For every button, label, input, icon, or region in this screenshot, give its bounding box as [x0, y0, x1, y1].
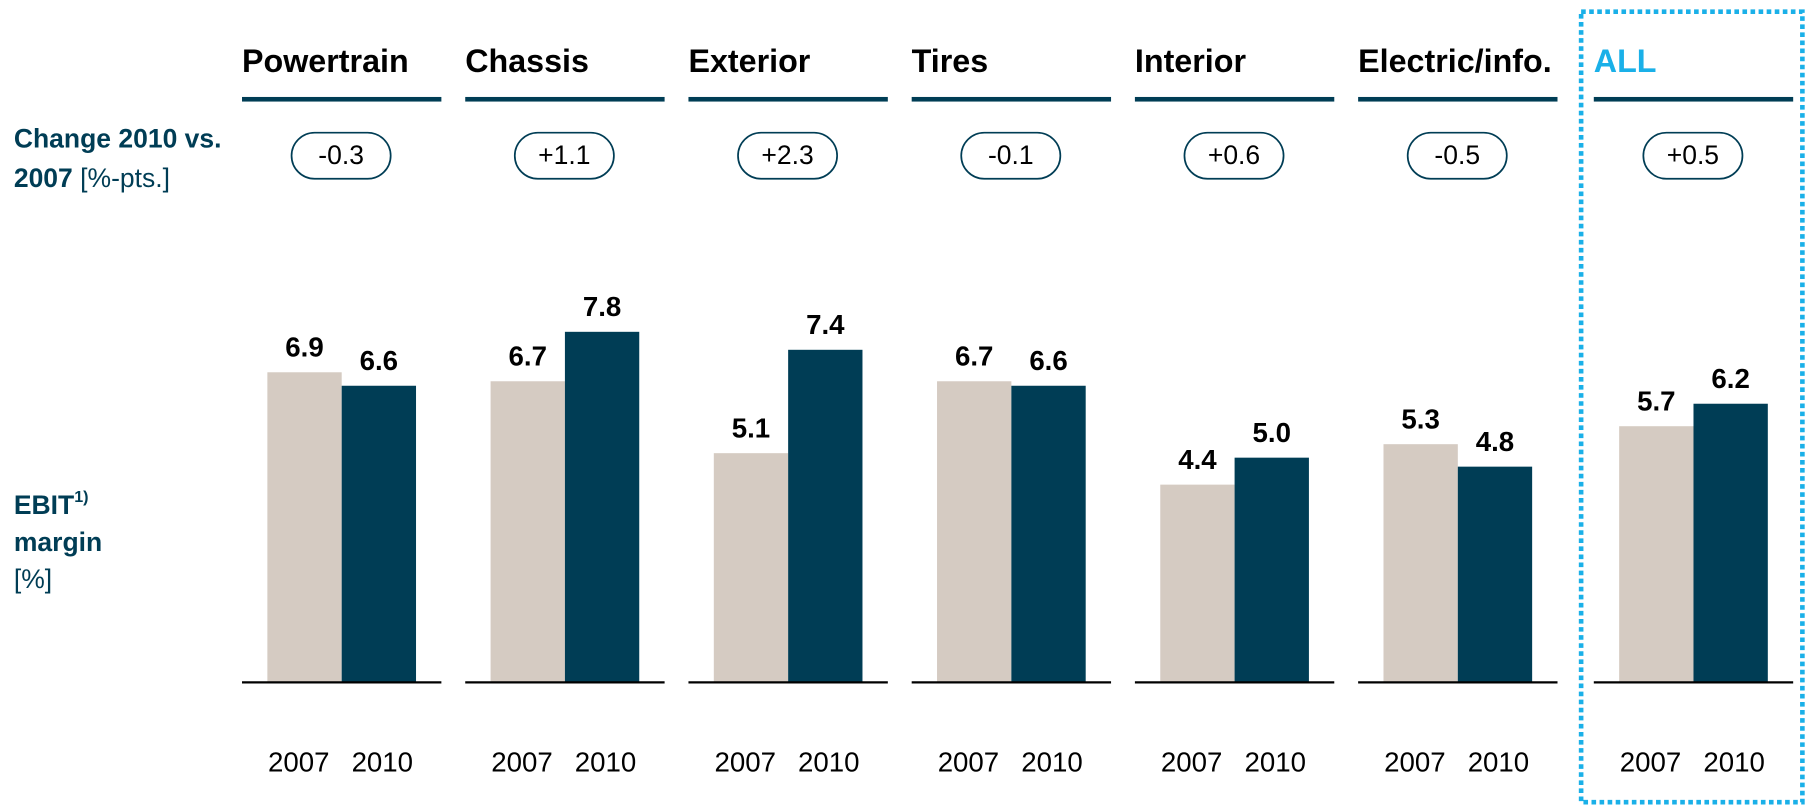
- bar: [1011, 385, 1086, 683]
- year-label: 2010: [575, 747, 637, 778]
- change-pill: [737, 131, 838, 180]
- change-label: +0.6: [1208, 140, 1260, 170]
- category-header: Interior: [1135, 43, 1247, 79]
- year-label: 2007: [268, 747, 330, 778]
- bar: [713, 453, 789, 683]
- year-label: 2007: [1620, 747, 1682, 778]
- change-label: -0.5: [1434, 140, 1480, 170]
- bar: [788, 349, 863, 683]
- category-header: Electric/info.: [1358, 43, 1552, 79]
- category-header: Powertrain: [242, 43, 409, 79]
- header-underline: [911, 96, 1112, 102]
- change-label: +2.3: [761, 140, 813, 170]
- bar: [1383, 444, 1458, 683]
- bar-value-label: 4.8: [1476, 426, 1514, 457]
- change-label: 2007 [%-pts.]: [14, 163, 170, 193]
- year-label: 2007: [1161, 747, 1223, 778]
- change-unit: [%-pts.]: [80, 163, 170, 193]
- bar-value-label: 5.7: [1637, 385, 1675, 416]
- change-label: Change 2010 vs.: [14, 124, 222, 154]
- header-underline: [242, 96, 442, 102]
- change-label: -0.3: [318, 140, 364, 170]
- bar-value-label: 7.4: [806, 309, 845, 340]
- bar-value-label: 6.7: [509, 341, 547, 372]
- header-underline: [465, 96, 665, 102]
- bar: [341, 385, 417, 683]
- change-pill: [1183, 131, 1285, 180]
- year-label: 2007: [938, 747, 1000, 778]
- year-label: 2010: [352, 747, 414, 778]
- bar: [267, 372, 342, 683]
- year-label: 2010: [1703, 747, 1765, 778]
- change-pill: [290, 131, 392, 180]
- bar-value-label: 5.1: [732, 412, 770, 443]
- year-label: 2007: [1384, 747, 1446, 778]
- change-pill: [1642, 131, 1744, 180]
- change-label: +1.1: [538, 140, 590, 170]
- bar-value-label: 6.6: [1029, 345, 1067, 376]
- header-underline: [1134, 96, 1335, 102]
- ebit-unit: [%]: [14, 564, 52, 594]
- category-header: ALL: [1594, 43, 1657, 79]
- bar-value-label: 6.9: [285, 332, 323, 363]
- bar: [937, 381, 1012, 683]
- bar-value-label: 4.4: [1178, 444, 1217, 475]
- change-label: +0.5: [1667, 140, 1719, 170]
- year-label: 2007: [491, 747, 553, 778]
- change-label-text: Change 2010 vs.: [14, 124, 222, 154]
- change-pill: [960, 131, 1062, 180]
- bar-value-label: 5.0: [1253, 417, 1291, 448]
- bar: [490, 381, 565, 683]
- bar-value-label: 6.7: [955, 341, 993, 372]
- change-label: -0.1: [988, 140, 1034, 170]
- header-underline: [688, 96, 888, 102]
- bar-value-label: 6.2: [1711, 363, 1749, 394]
- category-header: Exterior: [688, 43, 810, 79]
- category-header: Tires: [912, 43, 989, 79]
- ebit-label: margin: [14, 527, 102, 557]
- bar: [1619, 426, 1694, 683]
- header-underline: [1358, 96, 1558, 102]
- year-label: 2010: [1468, 747, 1530, 778]
- bar: [1693, 403, 1768, 683]
- highlight-box: [1578, 9, 1805, 805]
- bar: [564, 331, 640, 683]
- bar-value-label: 7.8: [583, 291, 621, 322]
- change-label-text: 2007: [14, 163, 73, 193]
- change-pill: [1406, 131, 1508, 180]
- year-label: 2010: [1021, 747, 1083, 778]
- change-pill: [513, 131, 615, 180]
- bar: [1234, 457, 1309, 683]
- bar-value-label: 5.3: [1401, 403, 1439, 434]
- ebit-label: EBIT1): [14, 488, 89, 520]
- header-underline: [1593, 96, 1794, 102]
- bar: [1457, 466, 1533, 683]
- year-label: 2010: [798, 747, 860, 778]
- bar: [1160, 484, 1235, 683]
- bar-value-label: 6.6: [360, 345, 398, 376]
- category-header: Chassis: [465, 43, 589, 79]
- ebit-footnote: 1): [74, 488, 88, 506]
- ebit-name: EBIT: [14, 490, 74, 520]
- year-label: 2010: [1244, 747, 1306, 778]
- year-label: 2007: [714, 747, 775, 778]
